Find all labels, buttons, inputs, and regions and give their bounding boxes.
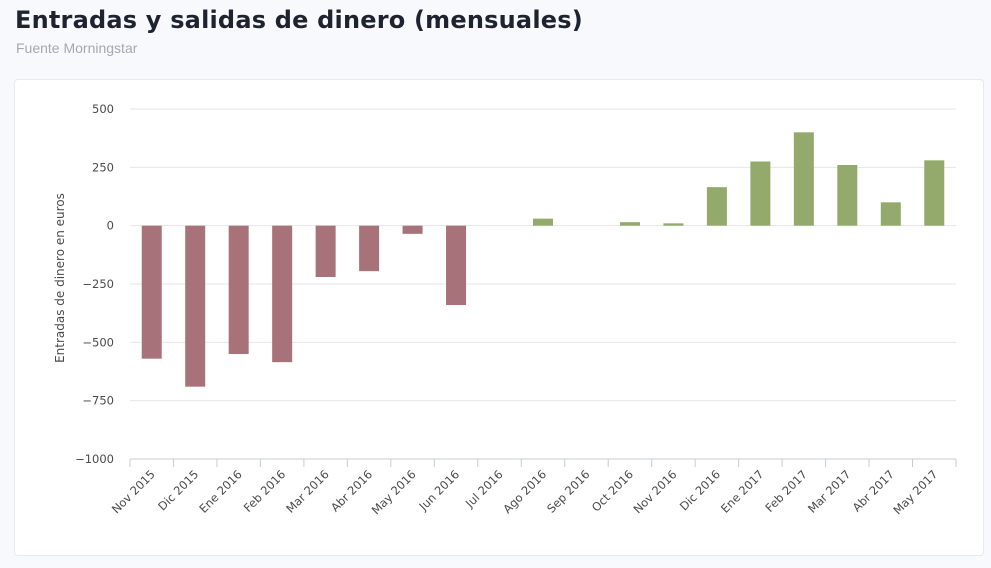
x-tick-label: Nov 2016: [630, 467, 679, 516]
y-tick-label: −250: [82, 277, 114, 291]
bars: [141, 132, 945, 387]
x-tick-label: Mar 2016: [283, 467, 332, 516]
x-tick-label: Mar 2017: [805, 467, 854, 516]
bar[interactable]: [446, 225, 467, 305]
bar[interactable]: [837, 165, 858, 226]
bar[interactable]: [924, 160, 945, 226]
x-tick-label: Oct 2016: [589, 467, 636, 514]
bar[interactable]: [141, 225, 162, 359]
y-tick-label: 0: [107, 219, 114, 233]
x-tick-label: Feb 2017: [762, 467, 810, 515]
bar[interactable]: [706, 187, 727, 226]
y-tick-label: −1000: [75, 452, 114, 466]
x-tick-label: Dic 2016: [677, 467, 723, 513]
bar[interactable]: [619, 222, 640, 226]
bar[interactable]: [880, 202, 901, 226]
bar[interactable]: [228, 225, 249, 354]
bar[interactable]: [185, 225, 206, 387]
bar[interactable]: [533, 218, 553, 226]
bar[interactable]: [359, 225, 380, 272]
x-tick-label: May 2016: [369, 467, 419, 517]
y-tick-label: −500: [82, 335, 114, 349]
bar[interactable]: [402, 225, 423, 234]
chart-card: 500 250 0 −250 −500 −750 −1000 Nov 2015 Dic 2015…: [14, 79, 984, 556]
x-tick-label: Ene 2016: [196, 467, 244, 515]
y-tick-label: 250: [92, 160, 114, 174]
bar[interactable]: [793, 132, 814, 226]
page-subtitle: Fuente Morningstar: [16, 40, 138, 56]
x-tick-label: Ago 2016: [500, 467, 549, 516]
bar[interactable]: [272, 225, 293, 363]
x-tick-label: May 2017: [890, 467, 940, 517]
x-tick-label: Jul 2016: [462, 467, 506, 511]
y-axis-title: Entradas de dinero en euros: [53, 193, 67, 363]
grid-lines: [130, 108, 956, 402]
x-tick-label: Jun 2016: [416, 467, 463, 514]
x-tick-label: Dic 2015: [155, 467, 201, 513]
page-title: Entradas y salidas de dinero (mensuales): [15, 6, 583, 34]
x-tick-label: Ene 2017: [718, 467, 766, 515]
bar[interactable]: [750, 161, 771, 226]
x-tick-label: Nov 2015: [109, 467, 158, 516]
y-tick-label: −750: [82, 394, 114, 408]
y-tick-label: 500: [92, 102, 114, 116]
x-tick-label: Sep 2016: [544, 467, 593, 516]
bar[interactable]: [663, 223, 684, 226]
bar[interactable]: [315, 225, 336, 277]
x-tick-label: Feb 2016: [241, 467, 289, 515]
